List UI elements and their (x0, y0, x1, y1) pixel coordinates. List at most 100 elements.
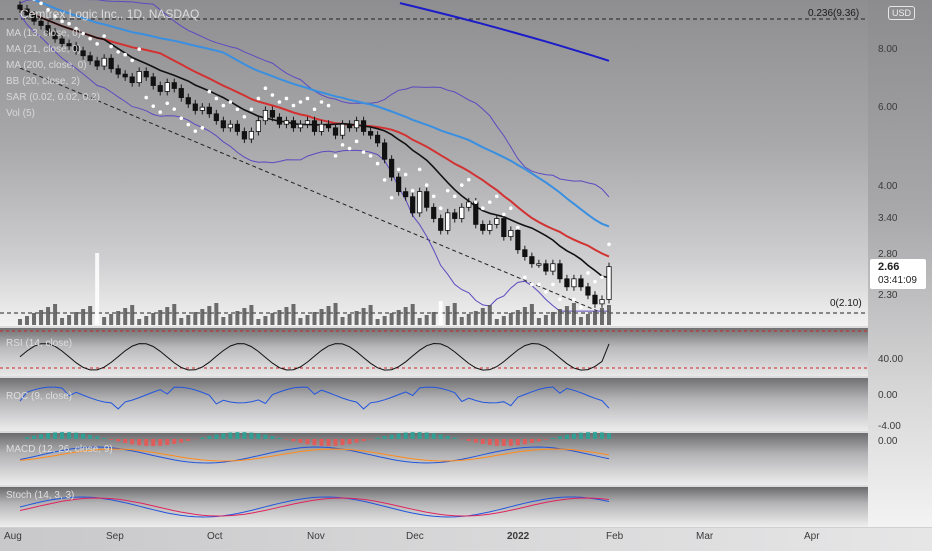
volume-bar (130, 305, 134, 325)
macd-histogram-bar (439, 434, 443, 439)
macd-histogram-bar (179, 439, 183, 443)
rsi-label[interactable]: RSI (14, close) (6, 338, 72, 349)
sar-dot (593, 280, 597, 284)
macd-histogram-bar (488, 439, 492, 445)
sar-dot (172, 107, 176, 111)
candle-body (537, 264, 541, 266)
macd-histogram-bar (502, 439, 506, 446)
macd-label[interactable]: MACD (12, 26, close, 9) (6, 444, 113, 455)
macd-histogram-bar (376, 438, 380, 439)
candle-body (81, 51, 85, 56)
candle-body (467, 202, 471, 207)
legend-ma13[interactable]: MA (13, close, 0) (6, 28, 81, 39)
trendline (20, 68, 600, 312)
sar-dot (460, 183, 464, 187)
candle-body (417, 192, 421, 213)
candle-body (263, 110, 267, 120)
candle-body (439, 219, 443, 231)
roc-label[interactable]: ROC (9, close) (6, 391, 72, 402)
legend-vol[interactable]: Vol (5) (6, 108, 35, 119)
macd-histogram-bar (123, 439, 127, 443)
volume-bar (165, 307, 169, 325)
macd-histogram-bar (277, 438, 281, 439)
volume-bar (523, 307, 527, 325)
sar-dot (404, 173, 408, 177)
legend-ma21[interactable]: MA (21, close, 0) (6, 44, 81, 55)
macd-histogram-bar (46, 433, 50, 439)
macd-histogram-bar (53, 432, 57, 439)
macd-histogram-bar (467, 439, 471, 441)
sar-dot (236, 107, 240, 111)
macd-histogram-bar (404, 433, 408, 439)
macd-histogram-bar (579, 433, 583, 439)
candle-body (488, 224, 492, 230)
sar-dot (95, 42, 99, 46)
sar-dot (201, 126, 205, 130)
volume-bar (397, 310, 401, 325)
macd-histogram-bar (32, 436, 36, 439)
sar-dot (215, 97, 219, 101)
currency-button[interactable]: USD (888, 6, 915, 20)
stoch-label[interactable]: Stoch (14, 3, 3) (6, 490, 74, 501)
volume-bar (32, 313, 36, 325)
candle-body (607, 267, 611, 300)
legend-ma200[interactable]: MA (200, close, 0) (6, 60, 87, 71)
candle-body (228, 124, 232, 128)
volume-bar (572, 303, 576, 325)
macd-histogram-bar (144, 439, 148, 446)
macd-histogram-bar (172, 439, 176, 444)
volume-bar (376, 319, 380, 325)
macd-histogram-bar (474, 439, 478, 443)
candle-body (235, 124, 239, 131)
macd-histogram-bar (88, 435, 92, 439)
candle-body (102, 58, 106, 66)
volume-bar (144, 316, 148, 325)
macd-histogram-bar (95, 436, 99, 439)
symbol-title[interactable]: Cemtrex Logic Inc., 1D, NASDAQ (20, 7, 199, 21)
candle-body (60, 39, 64, 44)
sar-dot (257, 97, 261, 101)
volume-bar (270, 313, 274, 325)
candle-body (109, 58, 113, 68)
volume-bar (488, 305, 492, 325)
volume-bar (249, 305, 253, 325)
macd-histogram-bar (516, 439, 520, 445)
sar-dot (418, 168, 422, 172)
candle-body (446, 213, 450, 231)
volume-bar (341, 317, 345, 325)
candle-body (396, 177, 400, 192)
macd-histogram-bar (327, 439, 331, 446)
volume-bar (95, 253, 99, 325)
sar-dot (137, 47, 141, 51)
candle-body (312, 121, 316, 132)
sar-dot (432, 195, 436, 199)
sar-dot (299, 100, 303, 104)
volume-bar (263, 316, 267, 325)
sar-dot (390, 196, 394, 200)
volume-bar (151, 313, 155, 325)
volume-bar (516, 310, 520, 325)
legend-bb[interactable]: BB (20, close, 2) (6, 76, 80, 87)
volume-bar (369, 305, 373, 325)
volume-bar (551, 312, 555, 325)
volume-bar (411, 304, 415, 325)
chart-canvas[interactable] (0, 0, 868, 527)
macd-histogram-bar (341, 439, 345, 445)
volume-bar (348, 314, 352, 325)
volume-bar (137, 319, 141, 325)
volume-bar (179, 318, 183, 325)
macd-histogram-bar (362, 439, 366, 441)
volume-bar (607, 305, 611, 325)
last-price: 2.66 (878, 261, 899, 273)
time-axis[interactable] (0, 527, 932, 551)
candle-body (144, 71, 148, 77)
macd-histogram-bar (446, 436, 450, 439)
candle-body (333, 128, 337, 135)
legend-sar[interactable]: SAR (0.02, 0.02, 0.2) (6, 92, 100, 103)
sar-dot (411, 189, 415, 193)
candle-body (277, 117, 281, 124)
candle-body (270, 110, 274, 117)
candle-body (495, 219, 499, 225)
volume-bar (277, 310, 281, 325)
volume-bar (221, 317, 225, 325)
